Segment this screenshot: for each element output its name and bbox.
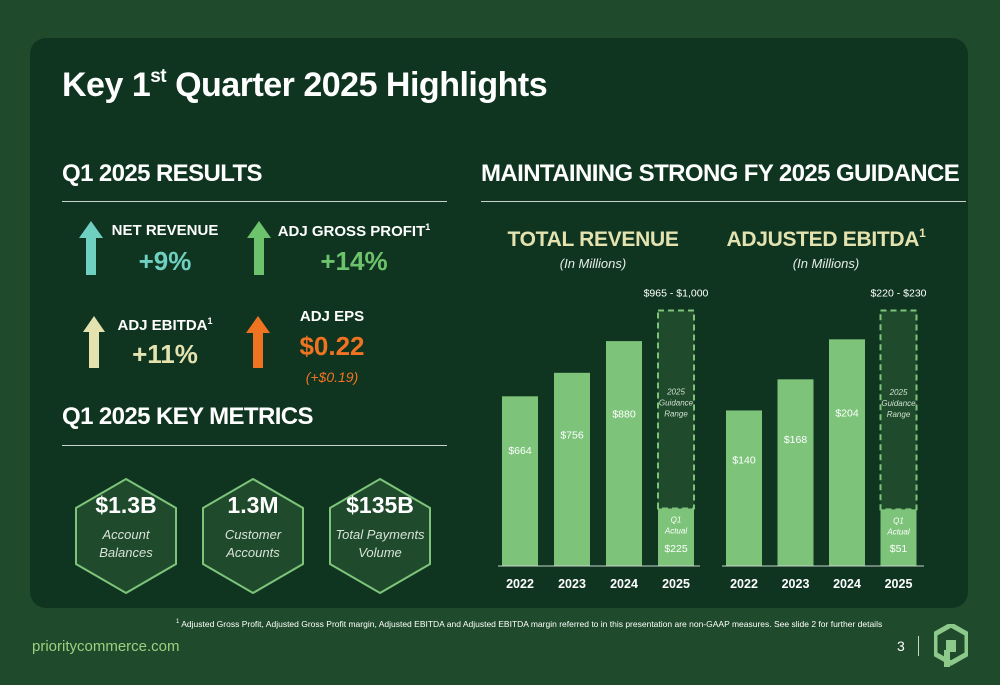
revenue-bar-2023 <box>554 372 590 566</box>
adj-eps-value: $0.22 <box>299 331 365 361</box>
revenue-bar-2025 <box>658 508 694 566</box>
ebitda-guidance-range-text: Guidance <box>881 399 916 408</box>
customer-accounts-hexagon-icon <box>202 477 304 595</box>
metrics-heading: Q1 2025 KEY METRICS <box>62 403 314 430</box>
account-balances-value: $1.3B <box>95 492 157 518</box>
ebitda-value-label: $51 <box>890 543 908 555</box>
total-payments-volume-hexagon-icon <box>329 477 431 595</box>
footnote: 1 Adjusted Gross Profit, Adjusted Gross … <box>176 619 883 629</box>
ebitda-guidance-range-text: Range <box>887 410 911 419</box>
ebitda-value-label: $204 <box>835 407 859 419</box>
metrics-divider <box>62 445 447 446</box>
revenue-value-label: $880 <box>612 409 636 421</box>
revenue-guidance-label: $965 - $1,000 <box>644 287 709 299</box>
revenue-tick-label: 2023 <box>558 577 586 591</box>
revenue-chart-subtitle: (In Millions) <box>559 256 627 271</box>
adj-ebitda-up-arrow-icon <box>83 316 105 368</box>
guidance-divider <box>481 201 966 202</box>
ebitda-value-label: $140 <box>732 454 756 466</box>
adj-eps-up-arrow-icon <box>246 316 270 368</box>
adj-ebitda-value: +11% <box>132 339 198 369</box>
website-link[interactable]: prioritycommerce.com <box>32 638 180 655</box>
adj-gross-profit-value: +14% <box>320 246 388 276</box>
revenue-guidance-range-text: Guidance <box>659 398 694 407</box>
ebitda-guidance-range-box <box>879 309 918 511</box>
revenue-chart-title: TOTAL REVENUE <box>507 228 679 251</box>
net-revenue-up-arrow-icon <box>79 221 103 275</box>
adj-eps-label: ADJ EPS <box>299 308 365 325</box>
ebitda-actual-text: Q1 <box>893 516 904 525</box>
revenue-value-label: $225 <box>664 543 688 555</box>
ebitda-chart-title: ADJUSTED EBITDA1 <box>726 226 926 251</box>
ebitda-bar-2024 <box>829 339 865 566</box>
net-revenue-value: +9% <box>138 246 192 276</box>
ebitda-tick-label: 2023 <box>782 577 810 591</box>
adj-ebitda-label: ADJ EBITDA1 <box>117 316 213 334</box>
ebitda-bar-2023 <box>777 379 814 566</box>
ebitda-tick-label: 2024 <box>833 577 861 591</box>
ebitda-guidance-label: $220 - $230 <box>870 287 926 299</box>
total-payments-volume-value: $135B <box>346 492 414 518</box>
priority-logo-icon <box>934 624 968 667</box>
ebitda-guidance-range-text: 2025 <box>889 388 908 397</box>
revenue-actual-text: Actual <box>664 527 687 536</box>
revenue-tick-label: 2025 <box>662 577 690 591</box>
ebitda-tick-label: 2022 <box>730 577 758 591</box>
adj-gross-profit-label: ADJ GROSS PROFIT1 <box>277 222 431 240</box>
results-divider <box>62 201 447 202</box>
customer-accounts-label: Customer Accounts <box>224 527 282 560</box>
revenue-tick-label: 2022 <box>506 577 534 591</box>
page-number: 3 <box>897 638 905 654</box>
total-payments-volume-label: Total Payments Volume <box>335 527 425 560</box>
revenue-value-label: $756 <box>560 429 584 441</box>
customer-accounts-value: 1.3M <box>227 492 279 518</box>
revenue-tick-label: 2024 <box>610 577 638 591</box>
adj-eps-change: (+$0.19) <box>305 369 359 385</box>
revenue-bar-2022 <box>502 396 538 566</box>
results-heading: Q1 2025 RESULTS <box>62 160 263 187</box>
ebitda-actual-text: Actual <box>886 527 909 536</box>
revenue-bar-2024 <box>606 341 642 566</box>
revenue-value-label: $664 <box>508 445 532 457</box>
revenue-actual-text: Q1 <box>671 516 682 525</box>
guidance-heading: MAINTAINING STRONG FY 2025 GUIDANCE <box>481 160 960 187</box>
page-title: Key 1st Quarter 2025 Highlights <box>62 66 548 104</box>
ebitda-tick-label: 2025 <box>885 577 913 591</box>
ebitda-chart-subtitle: (In Millions) <box>792 256 860 271</box>
revenue-guidance-range-box <box>657 309 695 510</box>
ebitda-bar-2022 <box>726 410 762 566</box>
net-revenue-label: NET REVENUE <box>111 222 219 239</box>
account-balances-label: Account Balances <box>99 527 153 560</box>
account-balances-hexagon-icon <box>75 477 177 595</box>
ebitda-bar-2025 <box>880 509 917 566</box>
adj-gross-profit-up-arrow-icon <box>247 221 271 275</box>
ebitda-value-label: $168 <box>784 434 808 446</box>
revenue-guidance-range-text: 2025 <box>666 387 685 396</box>
revenue-guidance-range-text: Range <box>664 409 688 418</box>
footer-divider <box>918 636 919 656</box>
